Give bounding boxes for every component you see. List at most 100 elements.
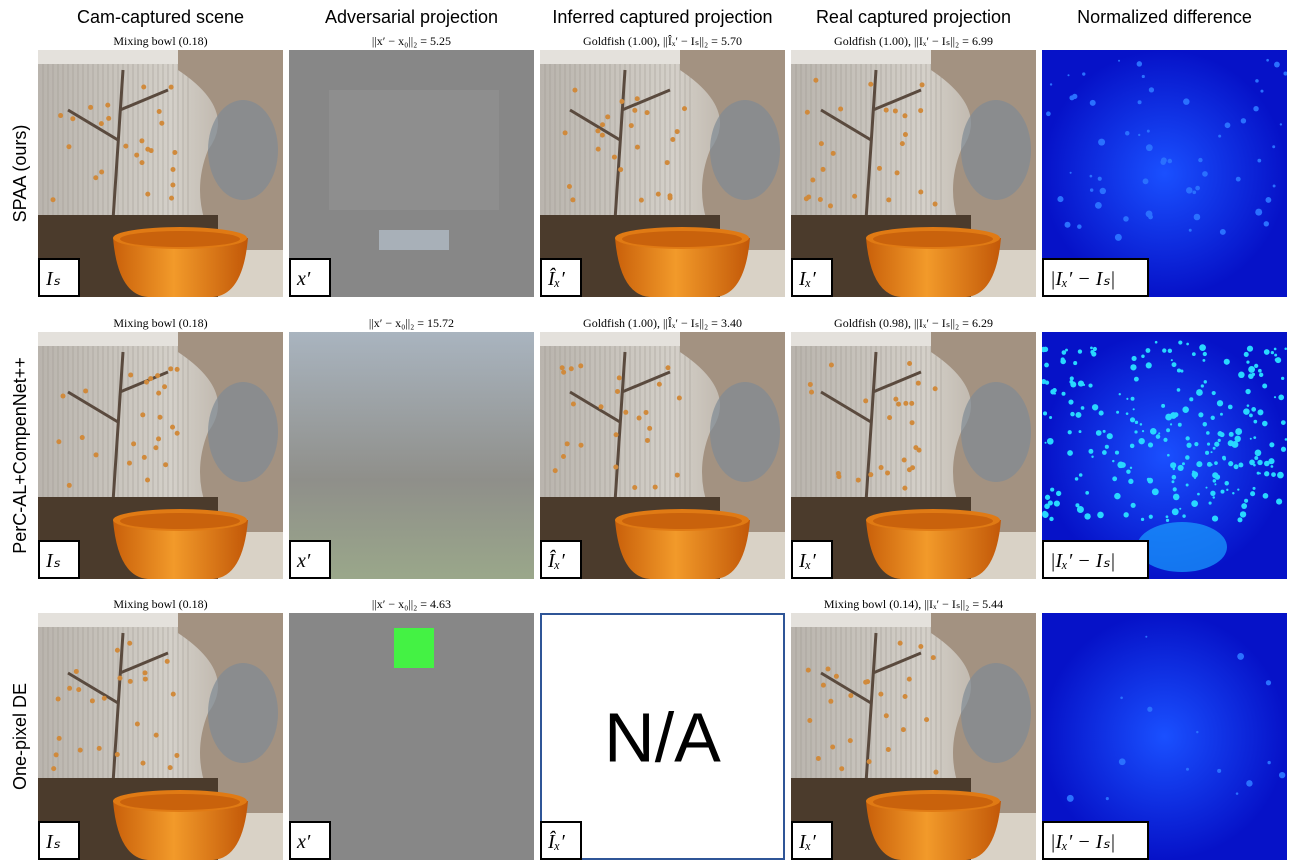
diff-spot (1088, 383, 1092, 387)
flower (893, 397, 898, 402)
flower (809, 390, 814, 395)
diff-spot (1166, 515, 1169, 518)
diff-spot (1050, 83, 1052, 85)
flower (848, 693, 853, 698)
flower (595, 128, 600, 133)
diff-spot (1243, 408, 1250, 415)
flower (886, 747, 891, 752)
flower (887, 415, 892, 420)
flower (933, 770, 938, 775)
corner-label: |Iₓ′ − Iₛ| (1050, 268, 1115, 290)
diff-spot (1178, 340, 1182, 344)
flower (70, 116, 75, 121)
diff-spot (1262, 383, 1267, 388)
diff-spot (1116, 411, 1119, 414)
flower (117, 676, 122, 681)
flower (156, 436, 161, 441)
diff-spot (1090, 175, 1093, 178)
flower (867, 759, 872, 764)
flower (165, 659, 170, 664)
diff-spot (1100, 188, 1106, 194)
diff-spot (1284, 347, 1287, 350)
flower (820, 167, 825, 172)
corner-label: Iₓ′ (798, 550, 816, 572)
flower (140, 412, 145, 417)
diff-spot (1205, 451, 1209, 455)
flower (74, 669, 79, 674)
diff-spot (1209, 502, 1212, 505)
bowl-inside (120, 513, 240, 529)
diff-spot (1067, 795, 1074, 802)
diff-spot (1182, 406, 1189, 413)
diff-spot (1147, 478, 1150, 481)
diff-spot (1119, 758, 1126, 765)
diff-spot (1172, 480, 1175, 483)
diff-spot (1128, 479, 1133, 484)
diff-spot (1182, 514, 1185, 517)
caption: Mixing bowl (0.18) (113, 597, 207, 611)
flower (99, 121, 104, 126)
flower (54, 752, 59, 757)
diff-spot (1257, 460, 1262, 465)
diff-spot (1056, 491, 1061, 496)
diff-spot (1043, 347, 1048, 352)
flower (677, 396, 682, 401)
bowl-inside (873, 231, 993, 247)
flower (644, 410, 649, 415)
diff-spot (1130, 364, 1136, 370)
diff-spot (1088, 449, 1093, 454)
flower (810, 178, 815, 183)
flower (148, 376, 153, 381)
diff-spot (1118, 60, 1120, 62)
flower (105, 103, 110, 108)
diff-spot (1170, 462, 1176, 468)
rock-shadow (208, 382, 278, 482)
diff-spot (1069, 95, 1074, 100)
flower (57, 736, 62, 741)
diff-spot (1166, 519, 1169, 522)
flower (657, 382, 662, 387)
diff-spot (1186, 484, 1189, 487)
diff-spot (1120, 696, 1123, 699)
diff-spot (1194, 214, 1201, 221)
diff-spot (1281, 377, 1284, 380)
diff-spot (1143, 178, 1149, 184)
diff-spot (1274, 62, 1280, 68)
diff-spot (1068, 430, 1072, 434)
diff-spot (1115, 234, 1122, 241)
rock-shadow (208, 663, 278, 763)
flower (56, 696, 61, 701)
flower (834, 674, 839, 679)
caption: Mixing bowl (0.14), ||Iₓ′ − Iₛ||₂ = 5.44 (824, 597, 1003, 611)
diff-spot (1097, 512, 1104, 519)
diff-spot (1212, 391, 1216, 395)
diff-spot (1237, 653, 1244, 660)
flower (619, 99, 624, 104)
flower (877, 166, 882, 171)
flower (856, 478, 861, 483)
diff-spot (1237, 489, 1239, 491)
diff-spot (1073, 361, 1077, 365)
flower (916, 381, 921, 386)
flower (903, 401, 908, 406)
diff-spot (1232, 441, 1239, 448)
diff-spot (1229, 432, 1234, 437)
diff-spot (1207, 443, 1210, 446)
diff-spot (1146, 144, 1153, 151)
diff-spot (1044, 363, 1049, 368)
flower (56, 439, 61, 444)
flower (828, 699, 833, 704)
diff-spot (1178, 465, 1184, 471)
diff-spot (1126, 412, 1129, 415)
diff-spot (1237, 517, 1242, 522)
diff-spot (1186, 187, 1192, 193)
flower (629, 123, 634, 128)
diff-spot (1065, 349, 1068, 352)
diff-spot (1126, 398, 1128, 400)
diff-spot (1179, 508, 1181, 510)
flower (569, 366, 574, 371)
diff-spot (1224, 481, 1228, 485)
diff-spot (1107, 433, 1113, 439)
flower (645, 438, 650, 443)
diff-spot (1202, 171, 1208, 177)
